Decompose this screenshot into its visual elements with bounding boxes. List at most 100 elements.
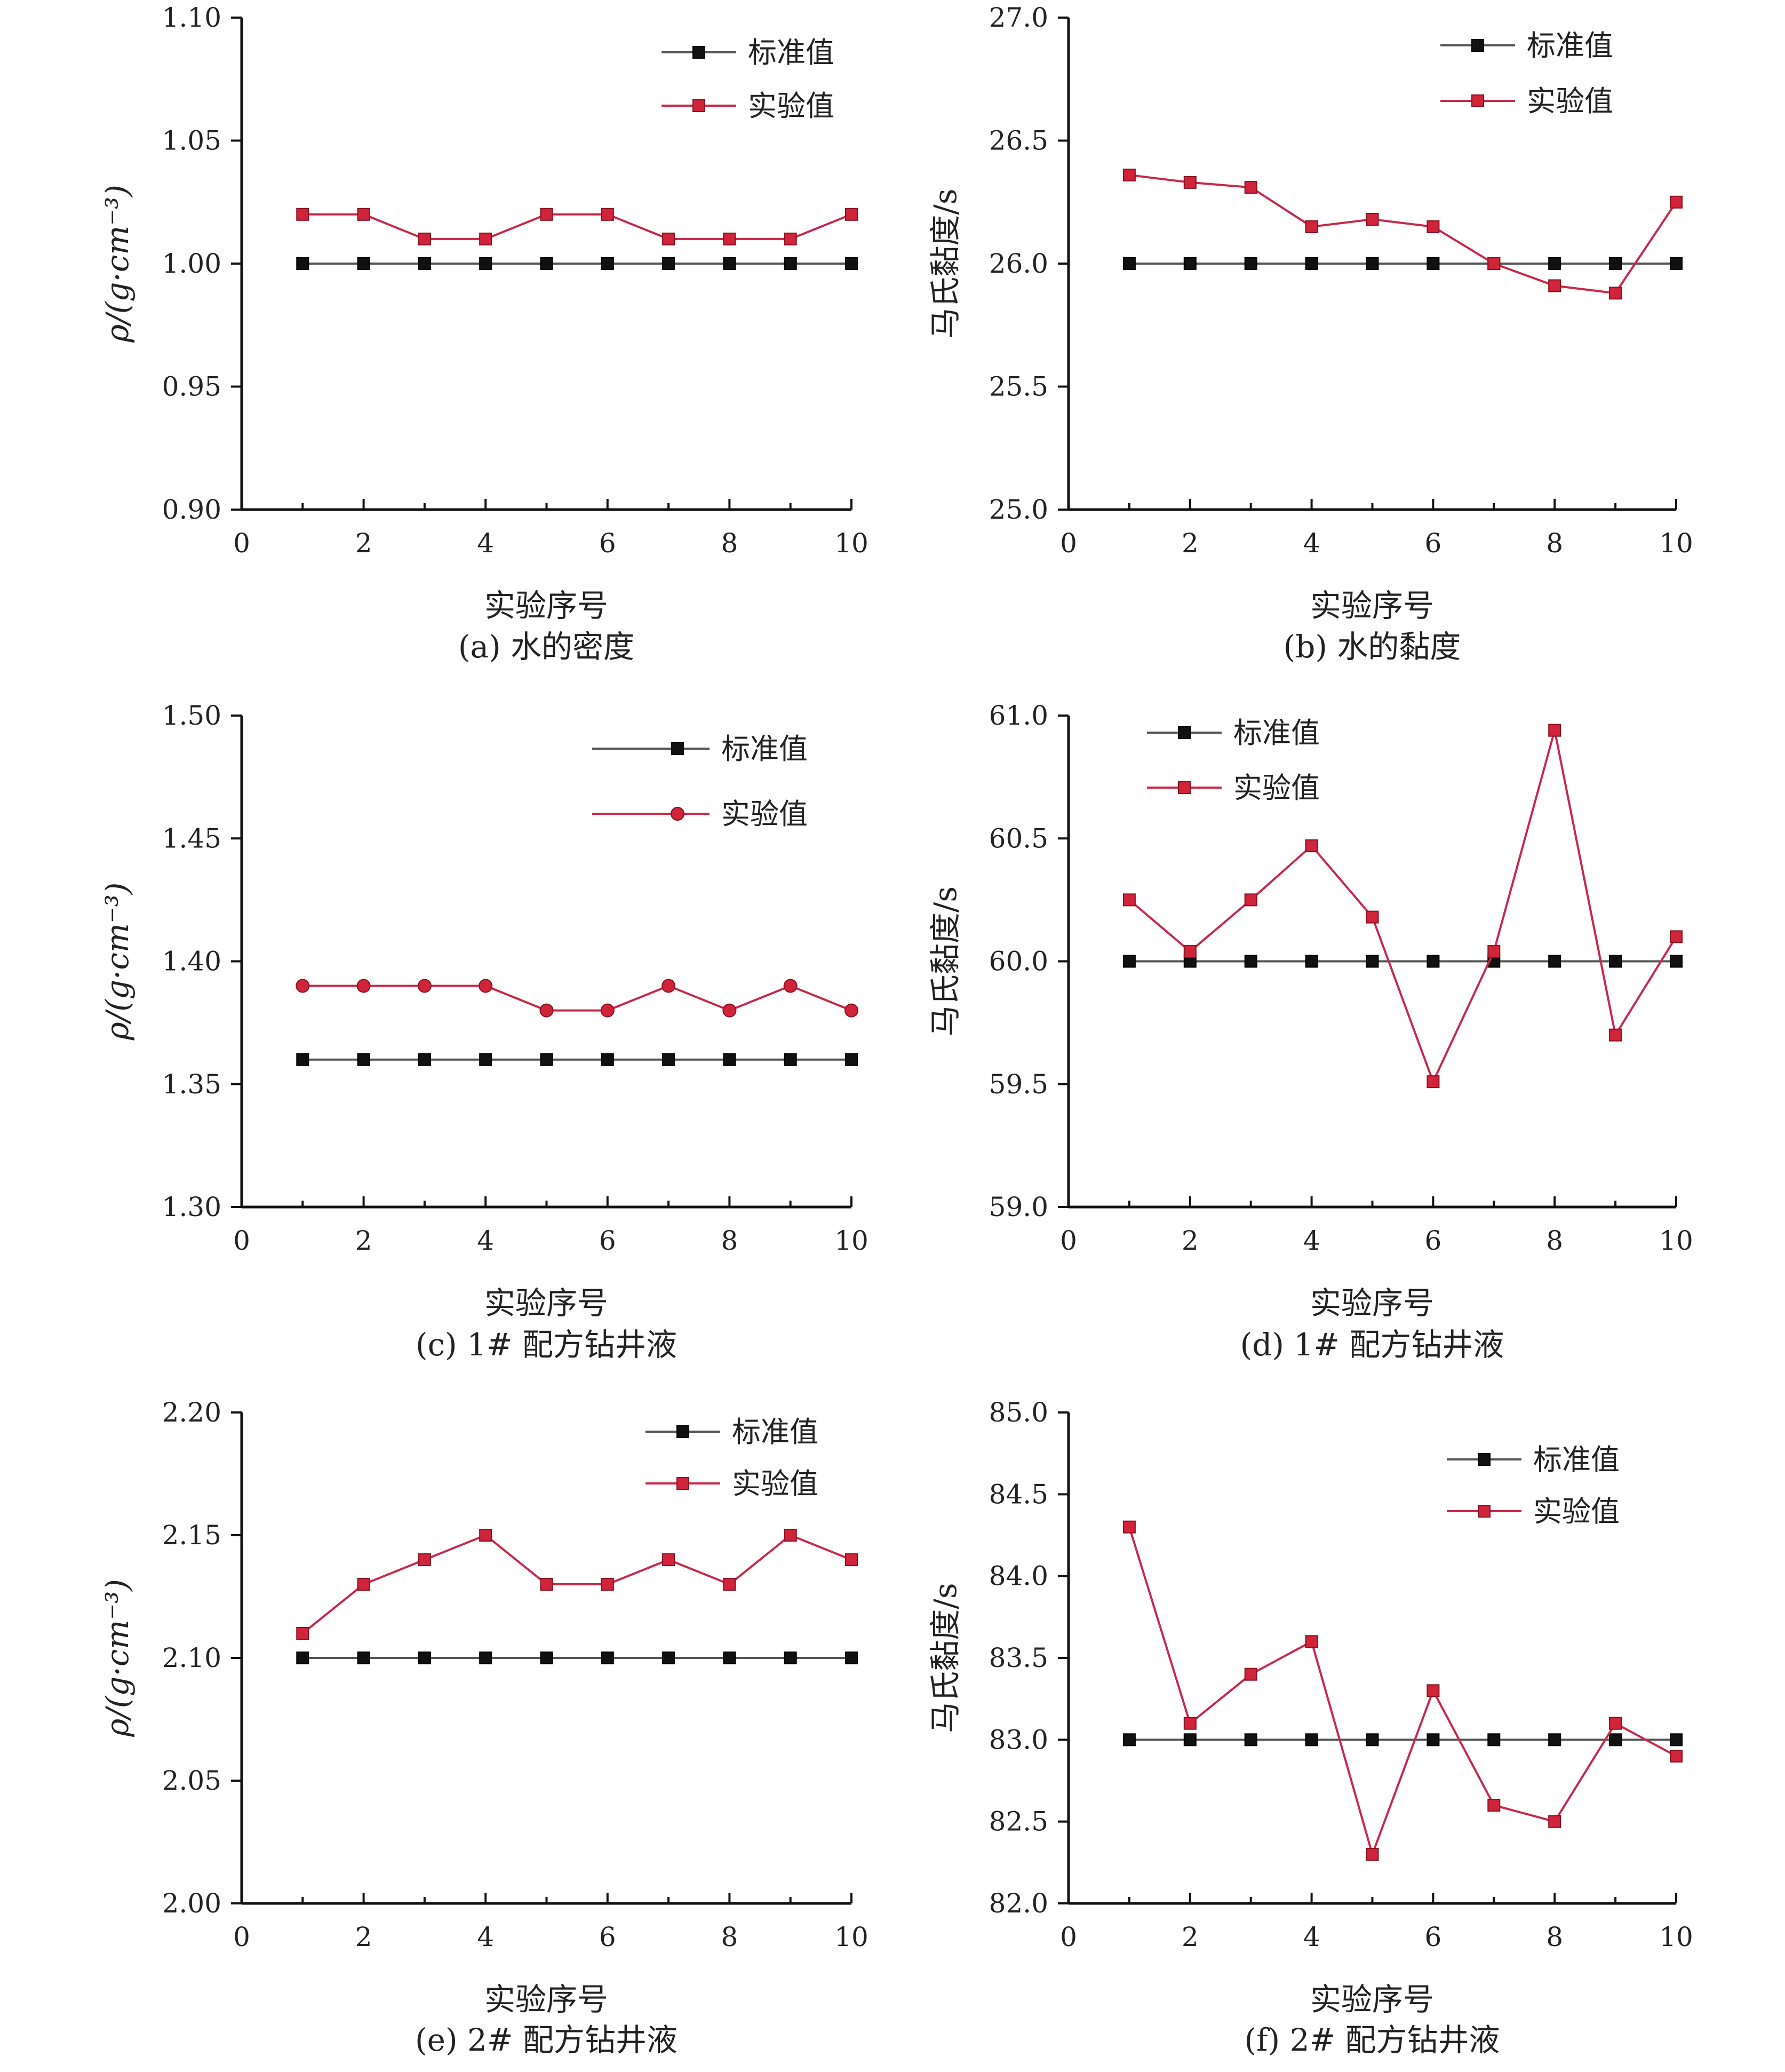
y-tick-label: 82.0 — [989, 1888, 1048, 1919]
data-point-standard — [662, 1053, 675, 1066]
data-point-standard — [296, 1053, 309, 1066]
data-point-experiment — [1487, 1799, 1501, 1812]
data-point-experiment — [1366, 213, 1379, 226]
x-axis-title: 实验序号 — [1310, 1285, 1434, 1321]
data-point-standard — [418, 1652, 431, 1664]
legend-label: 标准值 — [1533, 1443, 1620, 1476]
data-point-standard — [1183, 1733, 1197, 1746]
data-point-standard — [845, 1652, 858, 1664]
y-tick-label: 85.0 — [989, 1397, 1048, 1428]
data-point-experiment — [417, 979, 432, 993]
x-tick-label: 0 — [1060, 1225, 1077, 1256]
y-tick-label: 84.0 — [989, 1561, 1048, 1592]
series-line-experiment — [302, 213, 852, 240]
x-tick-label: 10 — [1659, 528, 1693, 559]
y-tick-label: 26.0 — [989, 248, 1048, 279]
y-tick-label: 2.00 — [162, 1888, 221, 1919]
x-tick-label: 8 — [721, 1225, 738, 1256]
x-tick-label: 10 — [1659, 1225, 1693, 1256]
data-point-experiment — [1427, 1075, 1440, 1089]
x-tick-label: 10 — [834, 528, 868, 559]
data-point-standard — [296, 257, 309, 270]
chart-panel-d: 59.0 59.5 60.0 60.5 61.0 0 2 4 6 8 10 实验序号 马氏黏度/s (d)… — [927, 700, 1693, 1363]
data-point-experiment — [845, 208, 858, 221]
y-axis-title: 马氏黏度/s — [927, 886, 963, 1036]
chart-panel-e: 2.00 2.05 2.10 2.15 2.20 0 2 4 6 8 10 实验序号 ρ/(g·cm⁻³… — [99, 1397, 868, 2058]
data-point-experiment — [296, 208, 309, 221]
data-point-standard — [540, 1652, 553, 1664]
data-point-standard — [1427, 1733, 1440, 1746]
data-point-experiment — [1305, 220, 1318, 233]
data-point-experiment — [1487, 257, 1501, 270]
y-tick-label: 1.45 — [162, 823, 221, 854]
x-axis-title: 实验序号 — [1310, 1981, 1434, 2018]
data-point-experiment — [1366, 910, 1379, 924]
legend-label: 标准值 — [732, 1415, 818, 1449]
series-line-experiment — [302, 985, 852, 1012]
data-point-standard — [1670, 1733, 1683, 1746]
data-point-standard — [418, 1053, 431, 1066]
data-point-standard — [1609, 955, 1622, 968]
data-point-standard — [723, 1652, 736, 1664]
x-tick-label: 10 — [834, 1922, 868, 1952]
data-point-experiment — [1609, 1028, 1622, 1042]
panel-caption: (a) 水的密度 — [458, 629, 634, 665]
panel-caption: (e) 2# 配方钻井液 — [415, 2022, 678, 2058]
data-point-experiment — [540, 208, 553, 221]
data-point-experiment — [601, 1578, 614, 1591]
y-tick-label: 83.0 — [989, 1724, 1048, 1755]
data-point-standard — [784, 257, 797, 270]
data-point-experiment — [418, 232, 431, 245]
data-point-experiment — [662, 1553, 675, 1566]
data-point-standard — [1670, 257, 1683, 270]
chart-panel-f: 82.0 82.5 83.0 83.5 84.0 84.5 85.0 0 2 4 6 8 10 实验序号 马… — [927, 1397, 1693, 2058]
y-axis-title: 马氏黏度/s — [927, 188, 963, 338]
data-point-standard — [1366, 1733, 1379, 1746]
data-point-standard — [296, 1652, 309, 1664]
legend-marker — [692, 99, 705, 112]
data-point-standard — [1427, 955, 1440, 968]
data-point-standard — [723, 1053, 736, 1066]
y-tick-label: 60.0 — [989, 946, 1048, 977]
data-point-experiment — [1305, 1635, 1318, 1648]
data-point-experiment — [1244, 893, 1257, 907]
x-tick-label: 4 — [1303, 528, 1320, 559]
x-tick-label: 0 — [1060, 528, 1077, 559]
x-tick-label: 2 — [355, 528, 372, 559]
data-point-standard — [1183, 257, 1197, 270]
data-point-standard — [1609, 1733, 1622, 1746]
x-tick-label: 6 — [1424, 528, 1441, 559]
x-tick-label: 6 — [1424, 1922, 1441, 1952]
data-point-experiment — [723, 232, 736, 245]
y-tick-label: 0.95 — [162, 371, 221, 402]
x-tick-label: 8 — [721, 528, 738, 559]
data-point-experiment — [783, 979, 798, 993]
data-point-standard — [1427, 257, 1440, 270]
y-tick-label: 25.0 — [989, 494, 1048, 525]
data-point-experiment — [296, 979, 310, 993]
legend-marker — [692, 46, 705, 59]
data-point-standard — [1305, 955, 1318, 968]
legend-marker — [1471, 39, 1484, 52]
data-point-standard — [662, 1652, 675, 1664]
legend-marker — [1178, 726, 1191, 739]
data-point-standard — [1244, 1733, 1257, 1746]
x-tick-label: 0 — [233, 1922, 250, 1952]
y-tick-label: 2.05 — [162, 1765, 221, 1796]
data-point-experiment — [540, 1578, 553, 1591]
data-point-experiment — [784, 232, 797, 245]
data-point-standard — [1670, 955, 1683, 968]
data-point-experiment — [1548, 724, 1561, 737]
data-point-standard — [845, 1053, 858, 1066]
x-axis-title: 实验序号 — [484, 1981, 608, 2018]
legend-marker — [671, 807, 684, 821]
y-tick-label: 2.20 — [162, 1397, 221, 1428]
y-tick-label: 26.5 — [989, 125, 1048, 156]
panel-caption: (f) 2# 配方钻井液 — [1244, 2022, 1500, 2058]
data-point-experiment — [356, 979, 371, 993]
data-point-standard — [845, 257, 858, 270]
data-point-standard — [540, 257, 553, 270]
y-tick-label: 61.0 — [989, 700, 1048, 731]
y-tick-label: 60.5 — [989, 823, 1048, 854]
